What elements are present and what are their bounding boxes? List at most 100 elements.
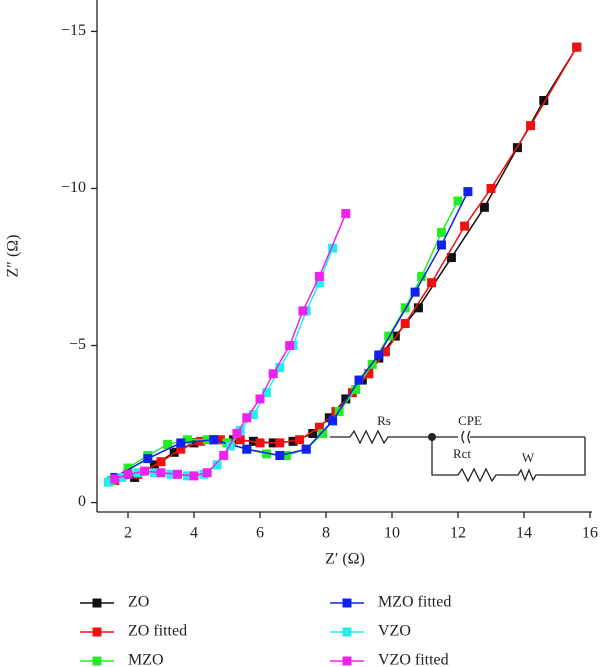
legend-marker bbox=[342, 627, 352, 637]
series-line bbox=[114, 213, 347, 480]
marker bbox=[255, 394, 265, 404]
legend-label: VZO fitted bbox=[378, 652, 449, 667]
x-tick-label: 12 bbox=[450, 525, 466, 542]
y-tick-label: −5 bbox=[69, 336, 86, 353]
marker bbox=[417, 271, 427, 281]
marker bbox=[275, 363, 285, 373]
series-line bbox=[111, 46, 578, 482]
legend-marker bbox=[342, 656, 352, 666]
marker bbox=[235, 435, 245, 445]
marker bbox=[437, 227, 446, 237]
x-tick-label: 2 bbox=[124, 525, 132, 542]
x-tick-label: 4 bbox=[190, 525, 198, 542]
marker bbox=[364, 369, 374, 379]
series-line bbox=[114, 46, 578, 482]
annotation: Rct bbox=[453, 446, 471, 461]
marker bbox=[301, 444, 311, 454]
marker bbox=[182, 435, 192, 445]
marker bbox=[308, 428, 318, 438]
marker bbox=[285, 341, 295, 351]
marker bbox=[384, 331, 394, 341]
marker bbox=[446, 253, 456, 263]
legend-label: MZO fitted bbox=[378, 594, 451, 611]
marker bbox=[390, 331, 400, 341]
marker bbox=[413, 303, 423, 313]
marker bbox=[314, 422, 324, 432]
marker bbox=[351, 384, 361, 394]
legend-label: ZO bbox=[128, 594, 149, 611]
marker bbox=[314, 278, 324, 288]
marker bbox=[453, 196, 463, 206]
marker bbox=[173, 469, 182, 479]
marker bbox=[318, 428, 328, 438]
marker bbox=[189, 438, 199, 448]
marker bbox=[255, 438, 265, 448]
marker bbox=[242, 413, 252, 423]
marker bbox=[268, 369, 278, 379]
legend-label: VZO bbox=[378, 623, 411, 640]
circuit-inset: Rs CPE Rct W bbox=[330, 413, 586, 483]
marker bbox=[232, 428, 242, 438]
x-axis-label: Z′ (Ω) bbox=[325, 551, 365, 568]
marker bbox=[486, 183, 496, 193]
marker bbox=[262, 449, 272, 459]
x-tick-label: 8 bbox=[322, 525, 330, 542]
annotation: Rs bbox=[377, 413, 391, 428]
marker bbox=[262, 388, 272, 398]
marker bbox=[225, 441, 235, 451]
marker bbox=[341, 209, 351, 219]
marker bbox=[460, 221, 470, 231]
y-tick-label: −15 bbox=[61, 22, 86, 39]
marker bbox=[410, 287, 420, 297]
marker bbox=[156, 468, 166, 478]
marker bbox=[380, 347, 390, 357]
marker bbox=[202, 468, 212, 478]
marker bbox=[123, 463, 133, 473]
marker bbox=[212, 460, 222, 470]
marker bbox=[298, 306, 308, 316]
legend-label: MZO bbox=[128, 652, 164, 667]
x-tick-label: 6 bbox=[256, 525, 264, 542]
series-line bbox=[107, 247, 334, 483]
series-line bbox=[111, 200, 459, 482]
marker bbox=[275, 438, 285, 448]
marker bbox=[242, 444, 252, 454]
legend-marker bbox=[342, 598, 352, 608]
marker bbox=[140, 466, 149, 476]
marker bbox=[463, 187, 473, 197]
x-tick-label: 14 bbox=[516, 525, 532, 542]
marker bbox=[209, 435, 219, 445]
marker bbox=[103, 477, 113, 487]
marker bbox=[539, 96, 549, 106]
marker bbox=[123, 469, 133, 479]
y-axis-label: Z″ (Ω) bbox=[5, 235, 22, 278]
marker bbox=[219, 450, 229, 460]
marker bbox=[437, 240, 446, 250]
marker bbox=[281, 450, 291, 460]
x-tick-label: 10 bbox=[384, 525, 400, 542]
marker bbox=[314, 271, 324, 281]
marker bbox=[328, 416, 338, 426]
marker bbox=[169, 447, 179, 457]
marker bbox=[374, 350, 384, 360]
legend-marker bbox=[92, 598, 102, 608]
marker bbox=[163, 439, 173, 449]
marker bbox=[295, 435, 305, 445]
marker bbox=[110, 474, 120, 484]
y-tick-label: 0 bbox=[78, 493, 86, 510]
marker bbox=[215, 435, 225, 445]
x-tick-label: 16 bbox=[582, 525, 598, 542]
legend-marker bbox=[92, 656, 102, 666]
marker bbox=[427, 278, 437, 288]
marker bbox=[328, 243, 338, 253]
marker bbox=[156, 457, 166, 467]
y-tick-label: −10 bbox=[61, 179, 86, 196]
annotation: CPE bbox=[458, 413, 482, 428]
marker bbox=[341, 394, 351, 404]
marker bbox=[479, 202, 489, 212]
legend-label: ZO fitted bbox=[128, 623, 187, 640]
marker bbox=[275, 450, 285, 460]
marker bbox=[143, 454, 153, 464]
marker bbox=[526, 121, 536, 131]
